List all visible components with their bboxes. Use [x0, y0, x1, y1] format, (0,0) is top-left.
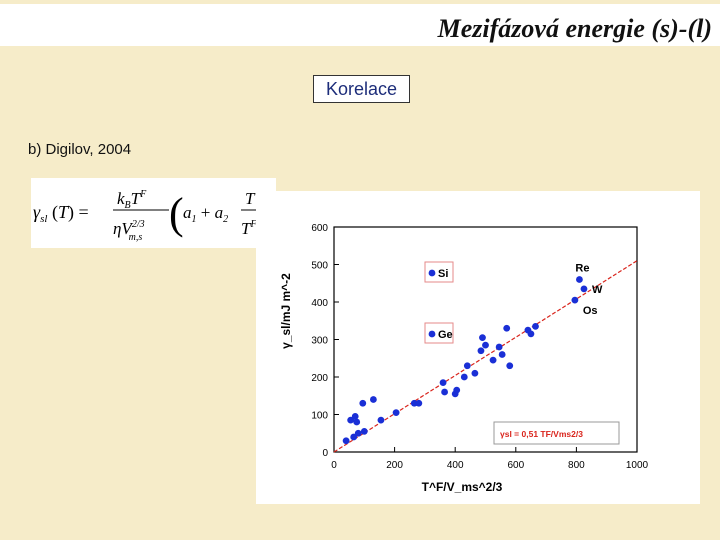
point-label: Os: [583, 305, 598, 317]
data-point: [342, 437, 350, 445]
data-point: [482, 341, 489, 349]
data-point: [392, 409, 400, 417]
data-point: [506, 362, 514, 370]
formula-numerator: kBTF: [117, 189, 147, 211]
legend-marker: [428, 269, 436, 277]
data-point: [576, 276, 583, 283]
data-point: [498, 351, 506, 358]
data-point: [439, 379, 447, 387]
data-point: [477, 347, 485, 355]
x-tick-label: 400: [447, 460, 464, 471]
fit-label: γsl = 0,51 TF/Vms2/3: [500, 429, 583, 439]
point-label: W: [592, 284, 603, 296]
data-point: [453, 386, 461, 394]
data-point: [369, 396, 377, 403]
formula-image: γsl (T) = kBTF ηV2/3m,s ( a1 + a2 T TF ): [31, 178, 282, 248]
x-axis-label: T^F/V_ms^2/3: [422, 480, 503, 494]
formula-ratio-num: T: [245, 189, 256, 208]
legend-label: Ge: [438, 329, 453, 341]
data-point: [463, 362, 471, 370]
formula-ratio-den: TF: [241, 219, 257, 238]
data-point: [353, 418, 361, 426]
x-tick-label: 800: [568, 460, 585, 471]
data-point: [347, 416, 355, 424]
y-tick-label: 300: [311, 336, 328, 347]
data-point: [503, 324, 511, 332]
chart-panel: 0 100 200 300 400 500 600 0 200 400 600 800 1000 Re…: [256, 191, 700, 504]
y-axis-label: γ_sl/mJ m^-2: [279, 273, 293, 349]
data-point: [495, 343, 503, 351]
data-point: [532, 322, 539, 330]
formula-bracket: a1 + a2: [183, 203, 228, 225]
data-point: [354, 429, 362, 437]
formula-lhs: γsl (T) =: [33, 202, 89, 225]
data-point: [460, 373, 468, 381]
y-tick-label: 100: [311, 411, 328, 422]
data-point: [351, 412, 359, 420]
y-tick-label: 400: [311, 298, 328, 309]
data-point: [527, 330, 535, 338]
point-label: Re: [575, 263, 589, 275]
slide-title: Mezifázová energie (s)-(l): [437, 14, 712, 43]
title-bar: Mezifázová energie (s)-(l): [0, 4, 720, 46]
legend-box: [424, 322, 454, 344]
data-point: [350, 433, 358, 441]
y-tick-label: 500: [311, 261, 328, 272]
data-point: [571, 296, 579, 304]
legend-marker: [428, 330, 436, 338]
formula-svg: γsl (T) = kBTF ηV2/3m,s ( a1 + a2 T TF ): [33, 189, 282, 243]
scatter-chart: 0 100 200 300 400 500 600 0 200 400 600 800 1000 Re…: [279, 223, 649, 494]
x-tick-label: 1000: [626, 460, 649, 471]
data-point: [415, 399, 423, 407]
citation-text: b) Digilov, 2004: [28, 141, 132, 158]
data-point: [360, 427, 368, 435]
legend-label: Si: [438, 268, 448, 280]
data-point: [489, 356, 497, 364]
fit-label-box: [493, 421, 620, 445]
x-tick-label: 0: [331, 460, 337, 471]
y-tick-label: 0: [322, 448, 328, 459]
formula-left-paren: (: [169, 189, 184, 238]
data-point: [377, 416, 385, 424]
data-point: [441, 388, 448, 396]
korelace-label: Korelace: [313, 75, 410, 103]
y-tick-label: 200: [311, 373, 328, 384]
y-tick-label: 600: [311, 223, 328, 234]
x-tick-label: 600: [507, 460, 524, 471]
formula-denominator: ηV2/3 m,s: [113, 219, 145, 243]
x-tick-label: 200: [386, 460, 403, 471]
data-point: [580, 285, 588, 293]
data-point: [471, 369, 479, 377]
legend-box: [424, 261, 454, 283]
data-point: [359, 399, 367, 407]
data-point: [479, 334, 486, 342]
